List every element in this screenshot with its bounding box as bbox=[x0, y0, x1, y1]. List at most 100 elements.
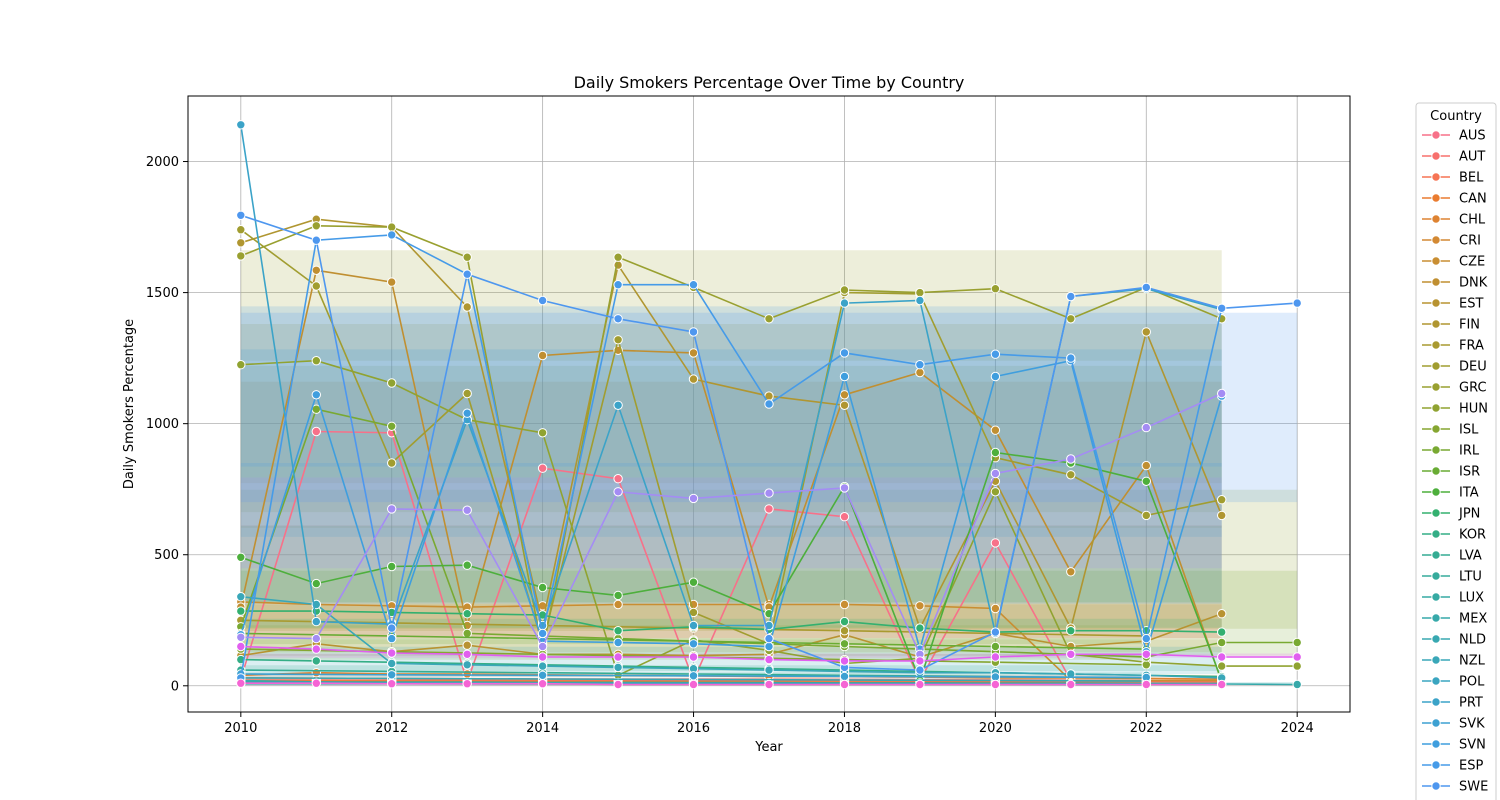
data-point bbox=[688, 374, 699, 384]
data-point bbox=[990, 627, 1001, 637]
data-point bbox=[1066, 567, 1076, 577]
data-point bbox=[688, 493, 699, 504]
data-point bbox=[537, 295, 548, 306]
data-point bbox=[839, 616, 850, 627]
data-point bbox=[236, 120, 246, 130]
legend-label: BEL bbox=[1459, 171, 1484, 186]
data-point bbox=[764, 399, 774, 409]
data-point bbox=[1141, 282, 1152, 293]
x-tick-label: 2018 bbox=[828, 721, 861, 736]
data-point bbox=[236, 210, 246, 221]
data-point bbox=[236, 552, 246, 562]
data-point bbox=[462, 679, 472, 689]
x-tick-label: 2010 bbox=[224, 721, 257, 736]
legend-swatch-marker bbox=[1431, 739, 1441, 749]
data-point bbox=[613, 652, 623, 662]
legend-label: SVN bbox=[1459, 738, 1486, 753]
data-point bbox=[311, 265, 321, 275]
legend-swatch-marker bbox=[1431, 466, 1441, 476]
legend-swatch-marker bbox=[1431, 298, 1441, 308]
data-point bbox=[839, 348, 850, 358]
data-point bbox=[1141, 649, 1152, 659]
data-point bbox=[613, 662, 623, 673]
data-point bbox=[387, 670, 397, 680]
data-point bbox=[990, 679, 1001, 690]
legend-label: SVK bbox=[1459, 717, 1485, 732]
data-point bbox=[462, 660, 472, 670]
data-point bbox=[311, 426, 321, 437]
legend-label: ESP bbox=[1459, 759, 1483, 774]
series-line bbox=[240, 392, 1223, 657]
data-point bbox=[688, 639, 699, 649]
legend-swatch-marker bbox=[1431, 130, 1441, 140]
data-point bbox=[387, 230, 397, 240]
data-point bbox=[236, 251, 246, 261]
legend-label: AUT bbox=[1459, 150, 1485, 165]
series-line bbox=[240, 218, 1223, 631]
legend-swatch-marker bbox=[1431, 613, 1441, 623]
data-point bbox=[462, 669, 472, 679]
legend-label: EST bbox=[1459, 297, 1483, 312]
y-tick-label: 2000 bbox=[146, 155, 179, 170]
legend-swatch-marker bbox=[1431, 214, 1441, 224]
series-band bbox=[240, 250, 1222, 361]
legend-label: NLD bbox=[1459, 633, 1486, 648]
legend-label: KOR bbox=[1459, 528, 1486, 543]
legend-swatch-marker bbox=[1431, 760, 1441, 770]
legend-label: POL bbox=[1459, 675, 1485, 690]
legend-swatch-marker bbox=[1431, 571, 1441, 581]
data-point bbox=[688, 280, 699, 290]
data-point bbox=[915, 287, 925, 298]
data-point bbox=[688, 679, 699, 690]
data-point bbox=[990, 538, 1001, 548]
data-point bbox=[537, 679, 548, 689]
legend-label: CZE bbox=[1459, 255, 1485, 270]
data-point bbox=[311, 390, 321, 400]
series-band bbox=[240, 306, 1222, 467]
data-point bbox=[1217, 627, 1227, 637]
data-point bbox=[613, 252, 623, 262]
data-point bbox=[613, 637, 623, 648]
data-point bbox=[990, 468, 1001, 479]
data-point bbox=[1292, 652, 1302, 662]
data-point bbox=[311, 633, 321, 644]
data-point bbox=[688, 620, 699, 631]
legend-label: CRI bbox=[1459, 234, 1481, 249]
x-axis-ticks: 2010 2012 2014 2016 2018 2020 2022 2024 bbox=[224, 712, 1314, 736]
data-point bbox=[839, 390, 850, 400]
data-point bbox=[764, 654, 774, 665]
legend-swatch-marker bbox=[1431, 340, 1441, 350]
data-point bbox=[990, 603, 1001, 614]
data-point bbox=[311, 235, 321, 245]
data-point bbox=[613, 314, 623, 324]
legend-label: DNK bbox=[1459, 276, 1488, 291]
legend-label: NZL bbox=[1459, 654, 1486, 669]
legend-label: ISL bbox=[1459, 423, 1479, 438]
data-point bbox=[387, 504, 397, 514]
x-tick-label: 2020 bbox=[979, 721, 1012, 736]
legend-swatch-marker bbox=[1431, 508, 1441, 518]
data-point bbox=[1217, 637, 1227, 648]
data-point bbox=[839, 679, 850, 690]
data-point bbox=[311, 578, 321, 589]
legend-label: PRT bbox=[1459, 696, 1483, 711]
data-point bbox=[990, 371, 1001, 382]
series-band bbox=[240, 618, 1222, 628]
data-point bbox=[387, 378, 397, 388]
legend-swatch-marker bbox=[1431, 382, 1441, 392]
y-axis-label: Daily Smokers Percentage bbox=[122, 319, 137, 489]
legend-swatch-marker bbox=[1431, 445, 1441, 455]
data-point bbox=[1292, 298, 1302, 308]
series-line bbox=[240, 601, 1222, 682]
data-point bbox=[613, 679, 623, 690]
legend-swatch-marker bbox=[1431, 655, 1441, 665]
data-point bbox=[1066, 314, 1076, 324]
legend-label: ITA bbox=[1459, 486, 1479, 501]
data-point bbox=[1066, 679, 1076, 690]
legend-swatch-marker bbox=[1431, 529, 1441, 539]
series-line bbox=[240, 612, 1222, 658]
y-axis-ticks: 0 500 1000 1500 2000 bbox=[146, 155, 188, 694]
series-line bbox=[240, 269, 1223, 683]
series-line bbox=[240, 234, 1223, 679]
